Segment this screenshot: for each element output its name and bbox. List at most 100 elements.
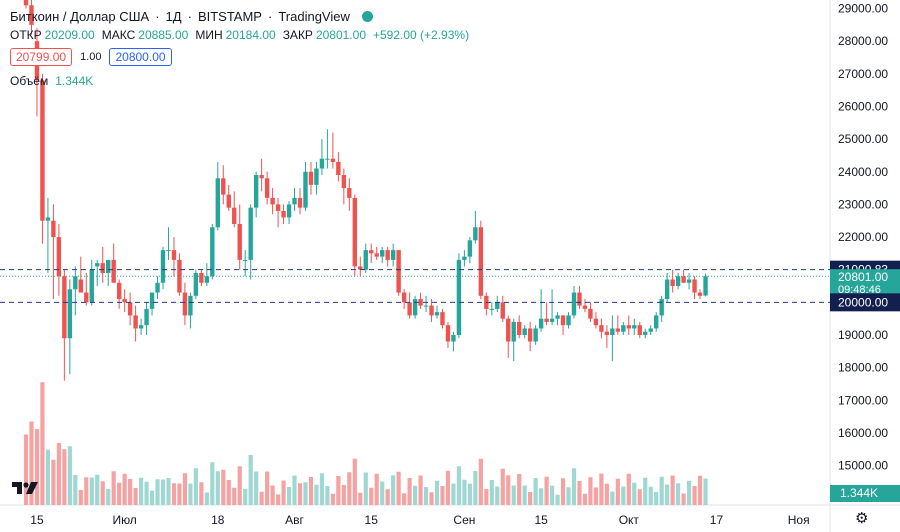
volume-bar <box>67 446 72 505</box>
candle-body <box>374 253 379 257</box>
candle-body <box>648 328 653 332</box>
candle-body <box>407 302 412 316</box>
candle-body <box>599 325 604 332</box>
price-tick-label: 27000.00 <box>838 67 888 81</box>
countdown-text: 09:48:46 <box>838 284 881 296</box>
volume-bar <box>478 458 483 505</box>
time-tick-label: Окт <box>619 513 640 527</box>
time-tick-label: Авг <box>285 513 304 527</box>
volume-bar <box>193 468 198 505</box>
tradingview-logo-icon[interactable] <box>10 478 40 498</box>
settings-gear-icon[interactable]: ⚙ <box>855 510 869 527</box>
candle-body <box>423 305 429 307</box>
volume-bar <box>281 480 286 505</box>
candle-body <box>193 272 199 296</box>
volume-bar <box>571 468 577 505</box>
buy-button[interactable]: 20800.00 <box>109 48 172 66</box>
interval-label[interactable]: 1Д <box>165 8 182 24</box>
volume-bar <box>78 490 83 505</box>
volume-bar <box>363 472 368 505</box>
lower-line-price-tag[interactable] <box>830 293 900 312</box>
volume-bar <box>391 475 396 505</box>
candle-body <box>325 158 330 160</box>
volume-bar <box>528 492 533 505</box>
candle-body <box>456 259 462 335</box>
volume-bar <box>560 478 566 505</box>
candle-body <box>155 282 160 293</box>
candle-body <box>232 207 237 224</box>
candle-body <box>692 279 697 293</box>
market-status-icon[interactable] <box>361 10 373 22</box>
open-value: 20209.00 <box>44 28 95 42</box>
candle-body <box>445 325 451 342</box>
volume-bar <box>325 486 330 505</box>
volume-bar <box>665 484 670 505</box>
volume-bar <box>637 489 642 505</box>
volume-bar <box>275 494 281 505</box>
volume-bar <box>171 483 177 505</box>
volume-bar <box>259 491 264 505</box>
candle-body <box>160 250 166 283</box>
candle-body <box>248 207 253 260</box>
candle-body <box>401 292 407 303</box>
volume-bar <box>73 475 78 505</box>
volume-bar <box>703 478 708 505</box>
candle-body <box>204 276 210 283</box>
volume-value: 1.344K <box>55 74 94 88</box>
volume-bar <box>330 493 335 505</box>
plot-area[interactable] <box>0 0 830 505</box>
candle-body <box>495 302 500 309</box>
candle-body <box>144 308 149 326</box>
volume-bar <box>604 483 609 505</box>
volume-bar <box>297 483 303 505</box>
candle-body <box>100 263 105 273</box>
candle-body <box>188 295 193 316</box>
volume-label[interactable]: Объём <box>10 74 49 88</box>
volume-bar <box>51 459 56 505</box>
price-tick-label: 29000.00 <box>838 2 888 16</box>
candle-body <box>451 334 456 342</box>
volume-bar <box>511 485 516 505</box>
last-price-text: 20801.00 <box>838 270 888 284</box>
candle-body <box>270 197 275 205</box>
candle-body <box>314 168 319 185</box>
volume-bar <box>336 476 341 505</box>
volume-bar <box>489 480 494 505</box>
volume-bar <box>358 492 363 505</box>
candle-body <box>166 250 171 252</box>
volume-bar <box>106 489 111 505</box>
candle-body <box>116 282 122 300</box>
candle-body <box>670 279 675 287</box>
candle-body <box>560 315 566 326</box>
volume-bar <box>681 493 686 505</box>
volume-bar <box>396 471 401 505</box>
volume-bar <box>686 480 692 505</box>
candle-body <box>396 250 401 293</box>
time-tick-label: Сен <box>453 513 475 527</box>
candle-body <box>643 331 648 335</box>
last-price-tag <box>830 269 900 298</box>
candle-body <box>297 197 303 208</box>
open-label: ОТКР <box>10 28 42 42</box>
volume-bar <box>117 482 122 505</box>
candle-body <box>358 266 363 270</box>
volume-bar <box>544 476 549 505</box>
volume-bar <box>380 481 385 505</box>
candle-body <box>62 276 67 339</box>
candle-body <box>577 292 582 306</box>
volume-bar <box>221 469 226 505</box>
volume-bar <box>418 475 423 505</box>
candle-body <box>352 197 357 267</box>
volume-bar <box>40 382 45 505</box>
candle-body <box>621 325 626 332</box>
volume-bar <box>111 471 116 505</box>
volume-bar <box>89 477 94 505</box>
volume-bar <box>100 481 105 505</box>
sell-button[interactable]: 20799.00 <box>10 48 73 66</box>
price-tick-label: 24000.00 <box>838 165 888 179</box>
symbol-title[interactable]: Биткоин / Доллар США <box>10 8 150 24</box>
candle-body <box>177 259 182 293</box>
candle-body <box>336 161 341 176</box>
volume-bar <box>577 481 582 505</box>
